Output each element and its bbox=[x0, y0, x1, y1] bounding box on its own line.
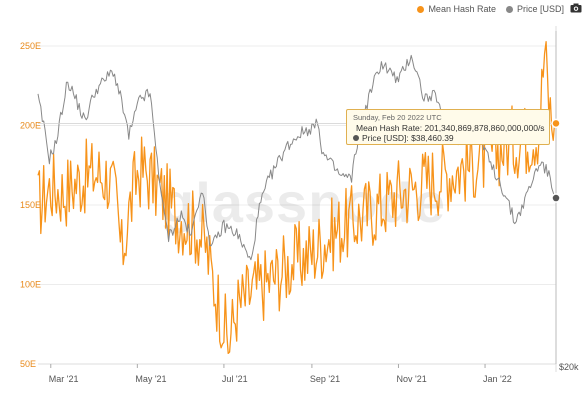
y-tick-label-3: 100E bbox=[20, 280, 41, 290]
y-tick-label-1: 200E bbox=[20, 121, 41, 131]
y-tick-label-0: 250E bbox=[20, 41, 41, 51]
y-tick-label-4: 50E bbox=[20, 359, 36, 369]
tooltip-dot-price bbox=[353, 135, 359, 141]
x-tick-label-1: May '21 bbox=[135, 374, 166, 384]
legend-label-price: Price [USD] bbox=[516, 4, 564, 14]
legend-dot-price bbox=[505, 5, 513, 13]
x-tick-label-2: Jul '21 bbox=[222, 374, 248, 384]
hash-rate-hover-point bbox=[551, 118, 561, 129]
x-tick-label-5: Jan '22 bbox=[483, 374, 512, 384]
y-tick-label-2: 150E bbox=[20, 200, 41, 210]
x-tick-label-3: Sep '21 bbox=[310, 374, 340, 384]
tooltip-hash-text: Mean Hash Rate: 201,340,869,878,860,000,… bbox=[356, 123, 545, 133]
tooltip-row-hash: Mean Hash Rate: 201,340,869,878,860,000,… bbox=[353, 123, 545, 133]
tooltip-price-text: Price [USD]: $38,460.39 bbox=[362, 133, 454, 143]
legend-label-hash-rate: Mean Hash Rate bbox=[428, 4, 496, 14]
hash-rate-series-line bbox=[37, 41, 557, 355]
chart-legend: Mean Hash Rate Price [USD] bbox=[417, 2, 564, 16]
x-tick-label-0: Mar '21 bbox=[49, 374, 79, 384]
price-hover-point bbox=[551, 193, 561, 203]
tooltip-row-price: Price [USD]: $38,460.39 bbox=[353, 133, 543, 143]
hover-tooltip: Sunday, Feb 20 2022 UTC Mean Hash Rate: … bbox=[346, 109, 550, 145]
tooltip-date: Sunday, Feb 20 2022 UTC bbox=[353, 113, 442, 122]
y-right-tick-label: $20k bbox=[559, 362, 579, 372]
x-tick-label-4: Nov '21 bbox=[396, 374, 426, 384]
camera-icon[interactable] bbox=[570, 3, 582, 13]
legend-item-hash-rate[interactable]: Mean Hash Rate bbox=[417, 4, 496, 14]
legend-dot-hash-rate bbox=[417, 5, 425, 13]
legend-item-price[interactable]: Price [USD] bbox=[505, 4, 564, 14]
